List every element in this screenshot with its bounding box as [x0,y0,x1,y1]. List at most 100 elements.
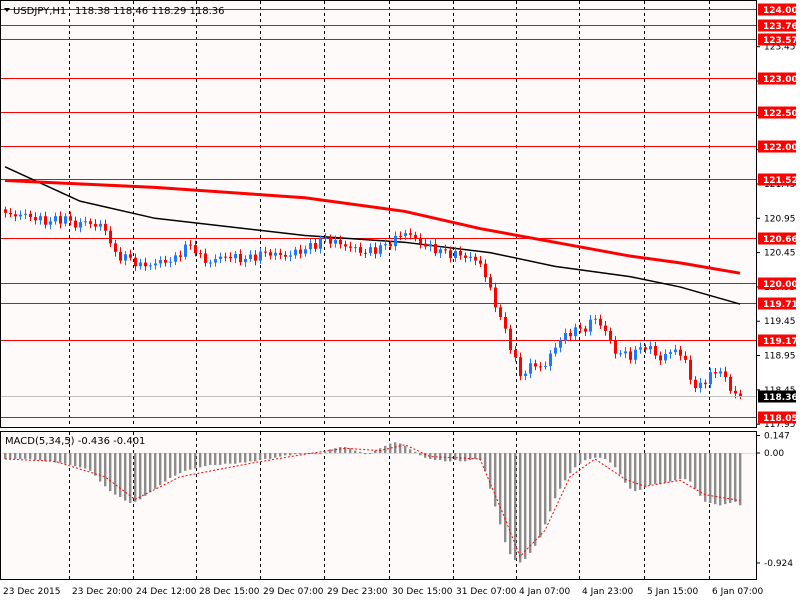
candle-bull [149,265,152,267]
candle-bull [674,349,677,353]
candle-bear [714,372,717,374]
macd-bar [239,453,242,463]
macd-bar [619,453,622,475]
macd-bar [284,453,287,456]
macd-bar [594,453,597,458]
candle-bull [394,235,397,247]
moving-average-fast [4,166,741,305]
macd-bar [199,453,202,468]
macd-axis: 0.147 0.00 -0.924 [756,432,793,569]
macd-bar [319,453,322,455]
macd-bar [414,451,417,453]
level-label: 120.00 [763,280,798,290]
chart-header: USDJPY,H1 118.38 118.46 118.29 118.36 [4,6,225,17]
candle-bear [484,263,487,278]
macd-bar [509,453,512,555]
macd-bar [4,453,7,459]
level-label-box [758,334,796,347]
candle-bear [604,325,607,331]
candle-bear [614,340,617,354]
candle-bear [14,214,17,217]
macd-panel-border [0,431,757,580]
candle-bear [399,235,402,237]
candle-bull [369,247,372,254]
candle-bull [219,256,222,260]
candle-bull [429,244,432,247]
level-label-box [758,33,796,46]
macd-bar [19,453,22,459]
price-tick-label: 117.95 [764,420,796,430]
current-price-label-box [758,390,796,403]
candle-bear [509,328,512,351]
macd-bar [434,453,437,461]
macd-bar [179,453,182,474]
macd-bar [189,453,192,470]
macd-tick-label: 0.147 [764,432,790,442]
candle-bull [54,216,57,222]
candle-bear [414,234,417,238]
macd-bar [344,447,347,453]
candle-bull [719,371,722,374]
macd-bar [359,451,362,453]
candle-bull [64,216,67,224]
candle-bull [469,256,472,258]
macd-bar [604,453,607,459]
macd-bar [324,451,327,453]
candle-bull [524,373,527,377]
macd-bar [564,453,567,481]
candle-bear [689,359,692,380]
macd-bar [309,453,312,454]
candle-bear [504,316,507,329]
candle-bull [124,254,127,261]
macd-bar [664,453,667,483]
macd-bar [89,453,92,471]
macd-bar [649,453,652,486]
macd-bar [24,453,27,459]
candle-bear [69,216,72,221]
level-label-box [758,277,796,290]
level-label-box [758,3,796,16]
price-level-lines[interactable] [1,9,756,418]
candle-bear [199,253,202,255]
candle-bull [709,372,712,385]
candle-bull [544,365,547,367]
main-panel-border [0,0,757,428]
macd-bar [404,445,407,453]
candle-bear [74,220,77,228]
price-tick-label: 119.45 [764,317,796,327]
candle-bear [254,254,257,261]
candle-bear [514,350,517,358]
candle-bull [139,262,142,267]
macd-bar [164,453,167,482]
macd-bar [84,453,87,469]
candle-bear [444,249,447,251]
macd-bar [449,453,452,462]
candle-bull [404,233,407,236]
candle-bull [234,254,237,259]
macd-bar [554,453,557,499]
candle-bear [374,247,377,254]
candle-bear [734,390,737,394]
candle-bull [549,353,552,366]
chart-menu-arrow-icon[interactable] [4,8,10,12]
macd-bar [494,453,497,507]
candle-bear [329,237,332,244]
macd-bar [54,453,57,463]
macd-bar [99,453,102,482]
candle-bear [539,366,542,368]
macd-bar [699,453,702,496]
macd-bar [334,448,337,453]
candle-bear [179,255,182,257]
candle-bear [389,244,392,247]
macd-bar [519,453,522,563]
candle-bull [589,319,592,332]
macd-bar [654,453,657,484]
macd-bar [469,453,472,461]
macd-bar [219,453,222,465]
candle-bear [684,355,687,360]
level-label: 123.76 [763,22,798,32]
candle-bear [279,252,282,255]
macd-bar [384,445,387,453]
